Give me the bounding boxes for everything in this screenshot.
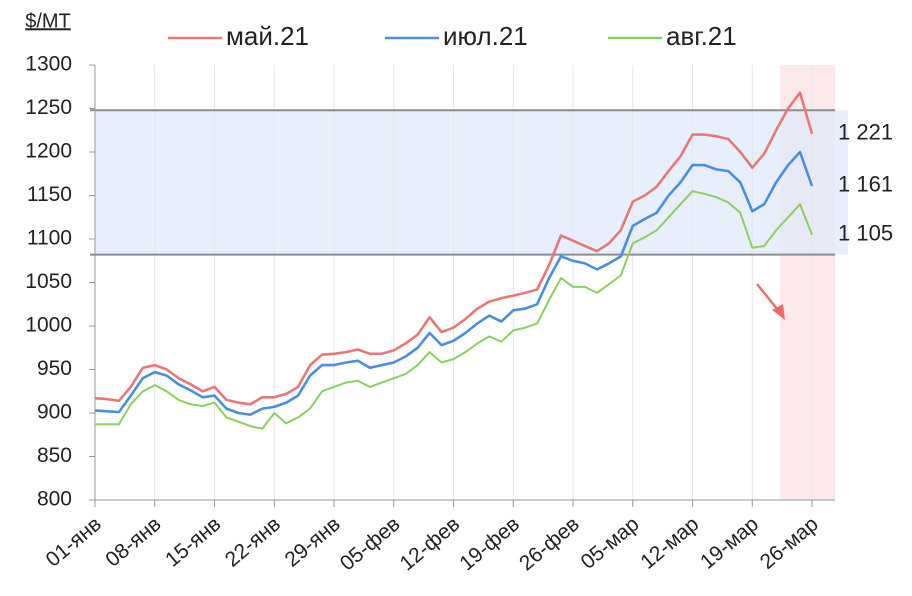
reference-band: [95, 110, 848, 255]
series-line: [94, 150, 814, 416]
y-tick-label: 1300: [25, 53, 72, 76]
x-tick-label: 08-янв: [101, 512, 165, 571]
y-tick-label: 1050: [25, 270, 72, 293]
series-line: [94, 91, 814, 406]
y-tick-label: 850: [37, 444, 72, 467]
x-tick-label: 26-мар: [756, 512, 823, 573]
x-tick-label: 12-фев: [396, 512, 465, 575]
legend-label: авг.21: [666, 21, 737, 51]
end-label: 1 161: [838, 172, 893, 197]
y-unit-label: $/MT: [25, 10, 71, 32]
y-tick-label: 950: [37, 357, 72, 380]
x-tick-label: 19-мар: [696, 512, 763, 573]
legend-label: май.21: [226, 21, 309, 51]
series-line: [95, 190, 813, 430]
y-tick-label: 1000: [25, 314, 72, 337]
y-tick-label: 1200: [25, 140, 72, 163]
legend-label: июл.21: [443, 21, 528, 51]
x-tick-label: 12-мар: [636, 512, 703, 573]
x-tick-label: 15-янв: [161, 512, 225, 571]
x-tick-label: 19-фев: [455, 512, 524, 575]
y-tick-label: 800: [37, 488, 72, 511]
y-tick-label: 900: [37, 401, 72, 424]
y-tick-label: 1100: [27, 227, 72, 250]
x-tick-label: 01-янв: [42, 512, 106, 571]
x-tick-label: 05-мар: [577, 512, 644, 573]
x-tick-label: 05-фев: [336, 512, 405, 575]
y-tick-label: 1250: [25, 96, 72, 119]
x-tick-label: 29-янв: [281, 512, 345, 571]
end-label: 1 105: [838, 220, 893, 245]
y-tick-label: 1150: [27, 183, 72, 206]
x-tick-label: 26-фев: [515, 512, 584, 575]
end-label: 1 221: [838, 120, 893, 145]
x-tick-label: 22-янв: [221, 512, 285, 571]
arrow: [756, 283, 785, 320]
